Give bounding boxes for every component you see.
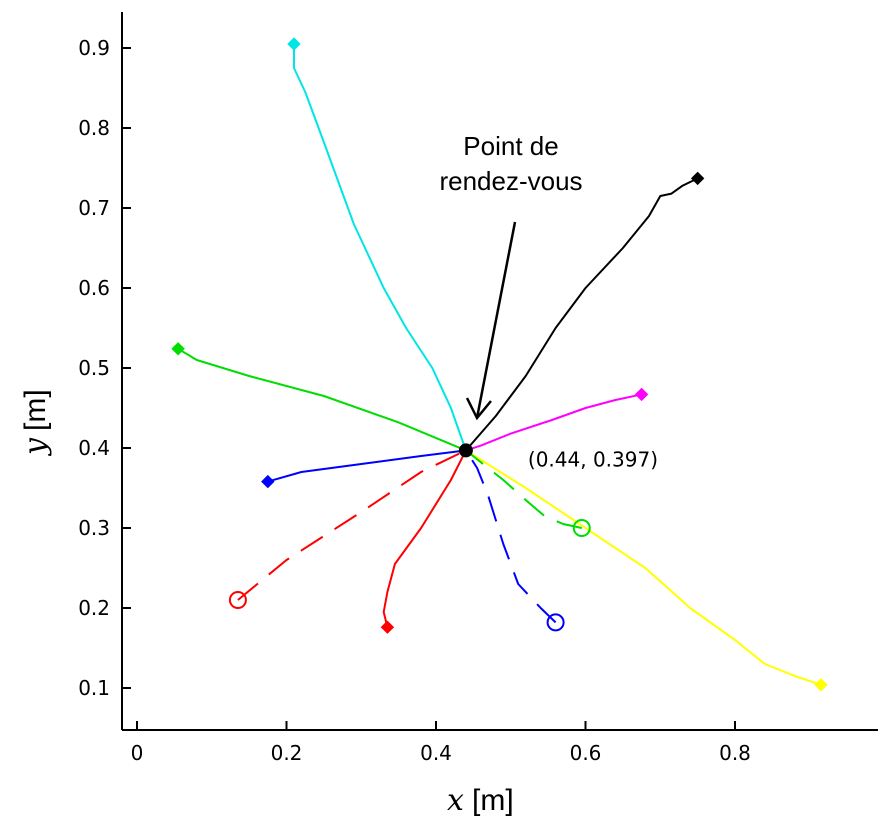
trajectory-4 (177, 347, 467, 452)
y-tick-label: 0.7 (78, 196, 110, 220)
x-axis-unit: [m] (472, 784, 514, 817)
annotation-arrow-head (465, 397, 492, 421)
start-marker-diamond (814, 678, 828, 692)
start-marker-diamond (261, 474, 275, 489)
start-marker-diamond (634, 387, 649, 402)
trajectory-2 (465, 177, 699, 452)
y-tick-label: 0.8 (78, 116, 110, 140)
x-tick-label: 0 (131, 741, 144, 765)
y-tick-label: 0.9 (78, 36, 110, 60)
trajectory-10 (465, 449, 583, 529)
x-tick-label: 0.6 (570, 741, 602, 765)
start-marker-diamond (287, 37, 301, 51)
trajectory-5 (267, 449, 467, 483)
annotation-text-line: rendez-vous (439, 166, 582, 196)
annotation-text-line: Point de (463, 131, 558, 161)
x-axis-var: x (447, 783, 464, 818)
start-marker-diamond (171, 342, 185, 356)
y-axis-var: y (18, 437, 53, 457)
start-marker-diamond (380, 620, 395, 634)
y-tick-label: 0.1 (78, 676, 110, 700)
x-tick-label: 0.2 (271, 741, 303, 765)
y-tick-label: 0.5 (78, 356, 110, 380)
rendezvous-coord-label: (0.44, 0.397) (528, 447, 658, 471)
trajectory-8 (237, 449, 467, 601)
y-tick-label: 0.4 (78, 436, 110, 460)
rendezvous-point (458, 443, 473, 458)
start-marker-circle (228, 591, 247, 609)
trajectory-3 (465, 393, 642, 452)
start-marker-circle (572, 519, 591, 537)
y-tick-label: 0.2 (78, 596, 110, 620)
trajectory-9 (465, 449, 557, 624)
trajectory-7 (465, 449, 822, 686)
x-tick-label: 0.4 (420, 741, 452, 765)
trajectory-6 (382, 449, 467, 628)
annotation-arrow (475, 221, 517, 419)
y-tick-label: 0.3 (78, 516, 110, 540)
y-tick-label: 0.6 (78, 276, 110, 300)
start-marker-circle (546, 613, 565, 632)
x-tick-label: 0.8 (719, 741, 751, 765)
y-axis-unit: [m] (19, 389, 52, 431)
start-marker-diamond (690, 171, 705, 186)
trajectory-1 (293, 44, 467, 451)
